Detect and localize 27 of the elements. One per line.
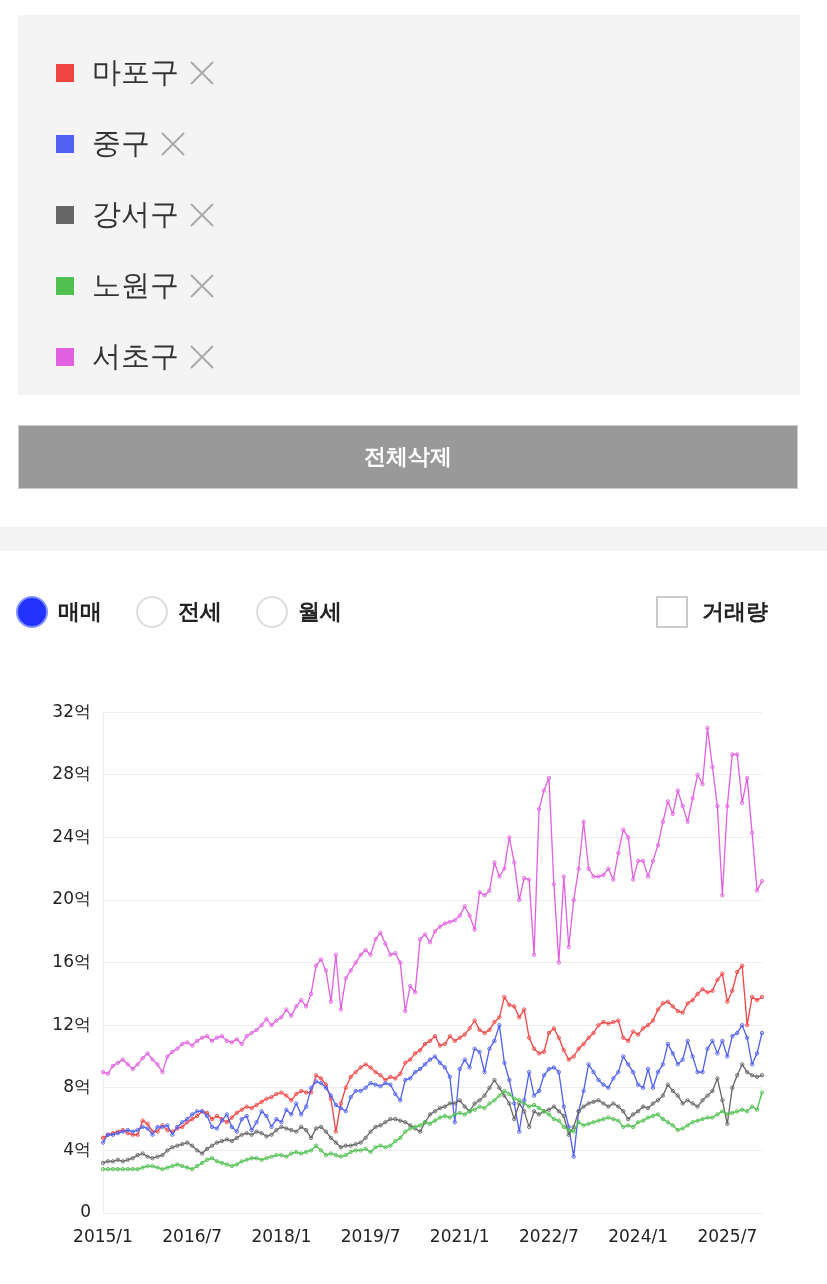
x-tick-label: 2025/7 xyxy=(697,1225,758,1246)
text: 전체삭제 xyxy=(18,425,798,489)
text: 매매 xyxy=(58,598,102,626)
legend-label: 마포구 xyxy=(92,53,179,91)
y-tick-label: 0 xyxy=(80,1201,91,1222)
y-tick-label: 12억 xyxy=(52,1013,91,1034)
y-tick-label: 4억 xyxy=(63,1138,91,1159)
legend-label: 서초구 xyxy=(92,337,179,375)
x-tick-label: 2022/7 xyxy=(519,1225,579,1246)
legend-label: 중구 xyxy=(92,124,150,162)
x-tick-label: 2016/7 xyxy=(162,1225,223,1246)
x-tick-label: 2015/1 xyxy=(73,1225,133,1246)
text: 거래량 xyxy=(702,598,768,626)
y-tick-label: 16억 xyxy=(52,951,91,972)
y-tick-label: 32억 xyxy=(52,700,91,721)
x-tick-label: 2018/1 xyxy=(251,1225,312,1246)
y-tick-label: 24억 xyxy=(52,825,91,846)
x-tick-label: 2021/1 xyxy=(429,1225,490,1246)
legend-label: 강서구 xyxy=(92,195,179,233)
text: 월세 xyxy=(298,598,342,626)
y-tick-label: 20억 xyxy=(52,888,91,909)
x-tick-label: 2019/7 xyxy=(340,1225,401,1246)
legend-label: 노원구 xyxy=(92,266,179,304)
y-tick-label: 8억 xyxy=(63,1076,91,1097)
y-tick-label: 28억 xyxy=(52,763,91,784)
text: 전세 xyxy=(178,598,222,626)
x-tick-label: 2024/1 xyxy=(608,1225,669,1246)
